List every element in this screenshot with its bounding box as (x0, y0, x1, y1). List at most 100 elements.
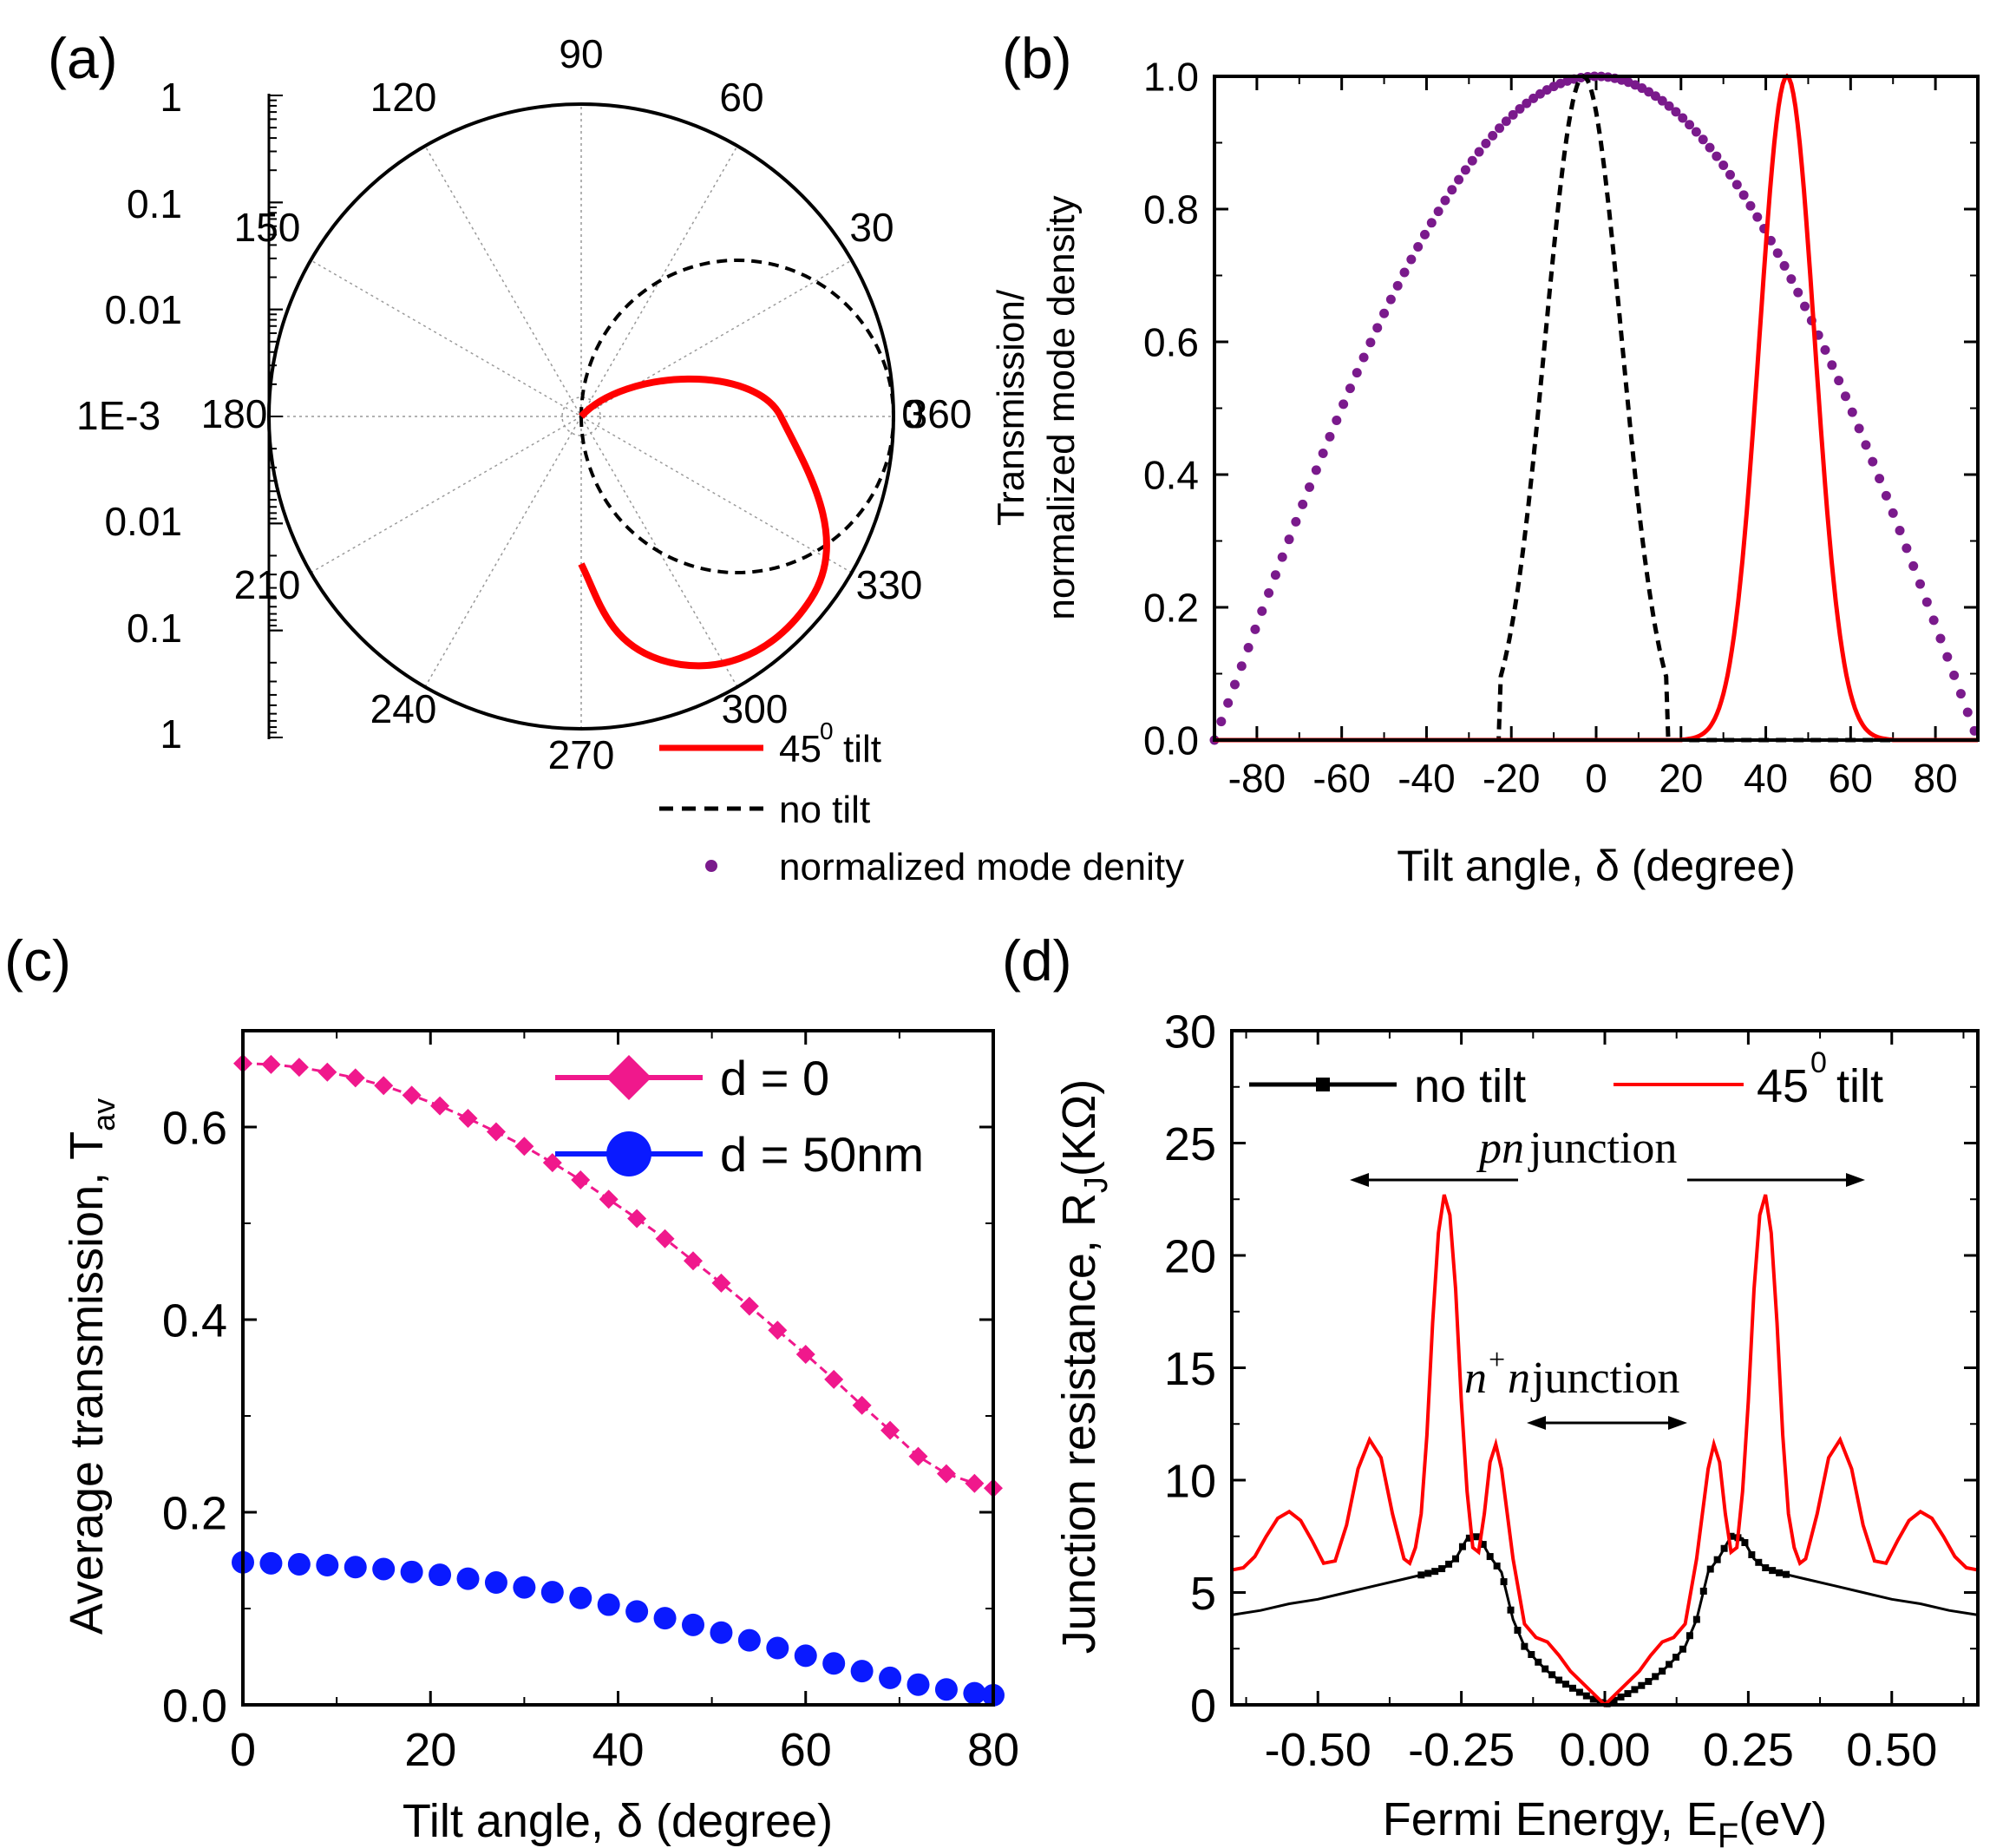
marker-d50 (400, 1560, 423, 1583)
mode-density-point (1698, 134, 1708, 145)
marker-no-tilt-d (1762, 1564, 1770, 1572)
radial-label-lower-0.1: 0.1 (127, 606, 182, 651)
marker-d50 (287, 1552, 311, 1576)
mode-density-point (1664, 101, 1674, 111)
mode-density-point (1705, 142, 1715, 153)
mode-density-point (1229, 679, 1240, 690)
legend-label-45: 45 (779, 728, 821, 770)
marker-d0 (599, 1189, 619, 1209)
radial-label-center: 1E-3 (76, 393, 160, 438)
series-no-tilt-a (579, 258, 896, 575)
y-tick-label: 0.8 (1143, 187, 1199, 233)
mode-density-point (1772, 248, 1783, 259)
series-d0-line (242, 1062, 994, 1490)
marker-d0 (908, 1446, 928, 1466)
legend-a: 45 0 tilt no tilt normalized mode denity (659, 718, 1184, 888)
marker-d50 (484, 1571, 507, 1595)
marker-no-tilt-d (1555, 1676, 1563, 1684)
mode-density-point (1955, 689, 1966, 699)
y-tick-label: 20 (1164, 1230, 1216, 1282)
marker-no-tilt-d (1575, 1688, 1583, 1696)
legend-label-45-d-sup: 0 (1810, 1046, 1827, 1079)
marker-d0 (486, 1122, 506, 1142)
mode-density-point (1339, 399, 1349, 410)
x-tick-label: -0.50 (1265, 1724, 1371, 1776)
marker-d0 (374, 1076, 394, 1096)
marker-d0 (739, 1296, 759, 1316)
annotation-pn-junction: pn junction (1350, 1124, 1865, 1187)
mode-density-point (1644, 87, 1654, 97)
y-tick-label: 0.6 (162, 1102, 227, 1154)
x-tick-label: 80 (1914, 756, 1958, 801)
x-axis-label-d-sub: F (1718, 1817, 1738, 1848)
mode-density-point (1426, 218, 1437, 228)
mode-density-point (1718, 160, 1729, 170)
mode-density-point (1488, 130, 1498, 141)
mode-density-point (1827, 360, 1837, 370)
marker-d50 (682, 1613, 704, 1636)
mode-density-point (1691, 127, 1701, 137)
mode-density-point (1738, 190, 1749, 200)
panel-label-b: (b) (1002, 26, 1072, 90)
marker-no-tilt-d (1424, 1569, 1432, 1577)
marker-d0 (458, 1109, 478, 1129)
marker-no-tilt-d (1465, 1534, 1473, 1542)
legend-label-45-d: 45 (1757, 1060, 1809, 1112)
marker-d50 (316, 1554, 339, 1577)
mode-density-point (1345, 383, 1355, 394)
series-45-tilt-b (1214, 73, 1978, 743)
mode-density-point (1454, 174, 1464, 185)
y-tick-label: 0.4 (162, 1294, 227, 1347)
plot-frame-d (1230, 1029, 1980, 1707)
marker-no-tilt-d (1417, 1571, 1425, 1579)
mode-density-point (1779, 260, 1790, 271)
marker-d50 (879, 1666, 902, 1689)
polar-spoke (424, 145, 738, 688)
legend-marker-d0 (606, 1055, 651, 1100)
radial-label-upper-0.1: 0.1 (127, 181, 182, 226)
mode-density-point (1495, 123, 1505, 134)
radial-axis: 1 0.1 0.01 1E-3 0.01 0.1 1 (76, 75, 283, 757)
x-tick-label: 0.50 (1846, 1724, 1937, 1776)
y-axis-label-d-sub: J (1078, 1176, 1115, 1193)
radial-label-upper-1: 1 (160, 75, 182, 120)
x-tick-label: 40 (592, 1724, 644, 1776)
mode-density-point (1847, 407, 1857, 417)
angle-tick-330: 330 (856, 562, 923, 607)
mode-density-point (1793, 287, 1803, 298)
marker-no-tilt-d (1514, 1627, 1522, 1635)
marker-no-tilt-d (1438, 1565, 1446, 1573)
series-45-tilt-d (1231, 1194, 1979, 1707)
x-axis-label-b: Tilt angle, δ (degree) (1397, 842, 1796, 890)
marker-d0 (542, 1153, 562, 1173)
mode-density-point (1834, 376, 1844, 386)
marker-no-tilt-d (1659, 1668, 1666, 1675)
marker-no-tilt-d (1472, 1533, 1480, 1541)
angle-tick-210: 210 (234, 562, 301, 607)
marker-d0 (795, 1344, 815, 1364)
annotation-nn-rest: junction (1530, 1353, 1679, 1403)
mode-density-point (1508, 109, 1518, 120)
marker-no-tilt-d (1452, 1555, 1459, 1563)
marker-no-tilt-d (1589, 1695, 1597, 1703)
legend-label-no-tilt-d: no tilt (1414, 1060, 1526, 1112)
y-axis-label-d: Junction resistance, RJ(KΩ) (1053, 1079, 1115, 1655)
mode-density-point (1264, 588, 1274, 599)
x-tick-label: 0.25 (1703, 1724, 1794, 1776)
marker-no-tilt-d (1507, 1606, 1515, 1614)
mode-density-point (1515, 103, 1525, 114)
angle-tick-300: 300 (722, 686, 789, 731)
marker-no-tilt-d (1486, 1553, 1494, 1561)
mode-density-point (1419, 229, 1430, 239)
mode-density-point (1800, 301, 1810, 311)
mode-density-point (1875, 474, 1885, 484)
marker-d50 (597, 1593, 620, 1616)
marker-d50 (513, 1576, 536, 1599)
y-axis-label-c-sub: av (86, 1098, 121, 1131)
mode-density-point (1392, 280, 1403, 291)
marker-d0 (711, 1273, 731, 1293)
mode-density-point (1888, 508, 1898, 518)
marker-no-tilt-d (1535, 1658, 1542, 1666)
mode-density-point (1372, 323, 1383, 333)
line-chart-d: -0.50 -0.25 0.00 0.25 0.50 0 5 10 15 20 25 30 no ti… (1053, 1006, 1980, 1848)
